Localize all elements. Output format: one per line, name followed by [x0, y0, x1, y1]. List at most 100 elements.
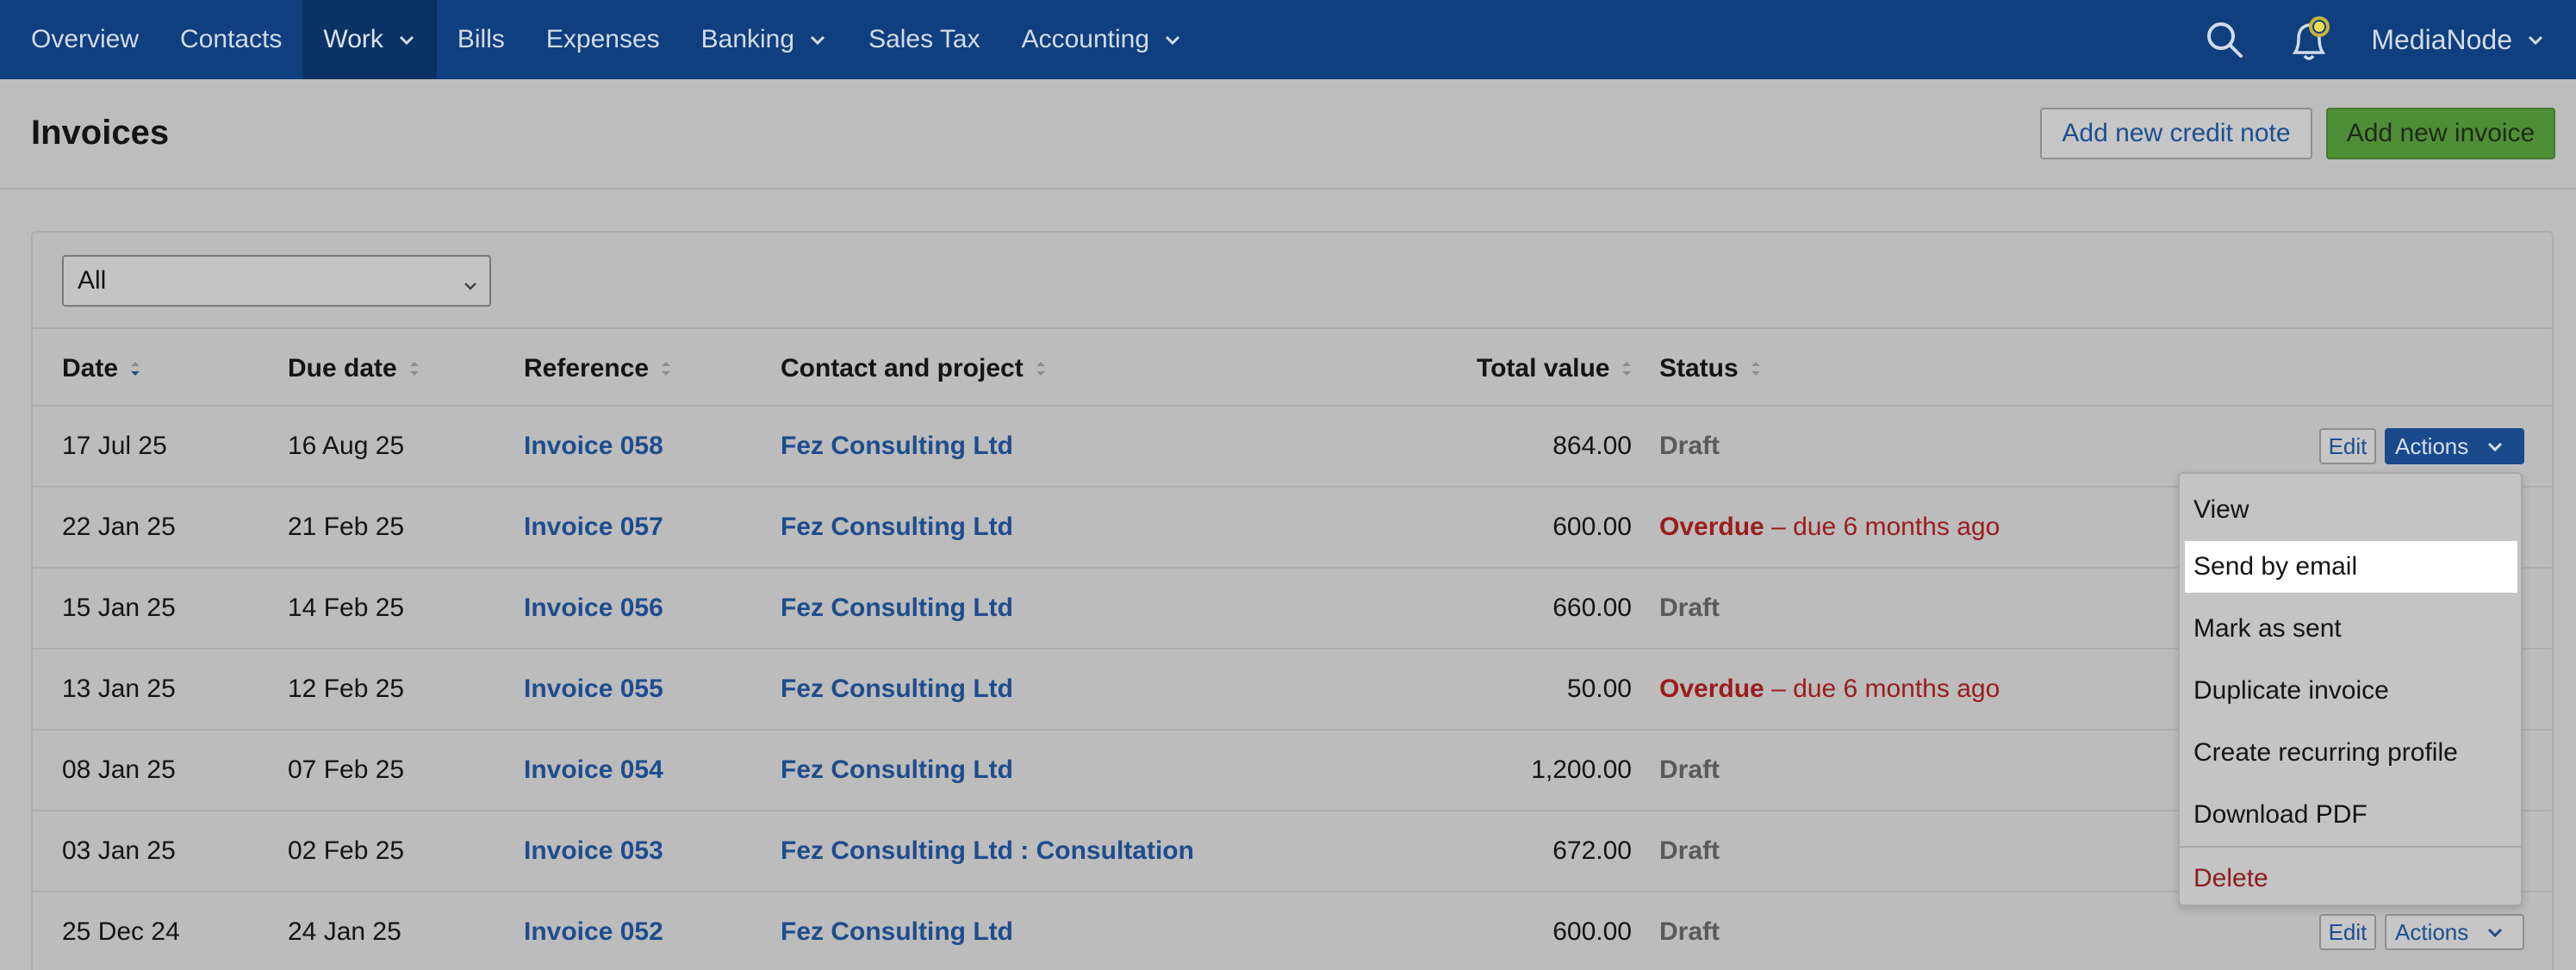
status-label: Overdue — [1659, 675, 1764, 703]
table-row: 13 Jan 25 12 Feb 25 Invoice 055 Fez Cons… — [33, 650, 2554, 731]
nav-accounting-label: Accounting — [1021, 25, 1150, 53]
contact-link[interactable]: Fez Consulting Ltd — [781, 594, 1013, 622]
row-total: 600.00 — [1552, 513, 1632, 541]
edit-button[interactable]: Edit — [2319, 428, 2376, 464]
menu-item-create-recurring-profile[interactable]: Create recurring profile — [2193, 738, 2458, 767]
status-label: Draft — [1659, 755, 1720, 784]
nav-bills[interactable]: Bills — [437, 0, 526, 79]
edit-button[interactable]: Edit — [2319, 914, 2376, 950]
row-due-date: 02 Feb 25 — [288, 836, 405, 865]
invoice-link[interactable]: Invoice 056 — [524, 594, 663, 622]
contact-link[interactable]: Fez Consulting Ltd — [781, 917, 1013, 946]
invoice-link[interactable]: Invoice 054 — [524, 755, 663, 784]
search-icon[interactable] — [2199, 14, 2250, 65]
col-reference-label: Reference — [524, 354, 650, 382]
table-header: Date Due date Reference Contact and proj… — [33, 327, 2554, 407]
nav-sales-tax[interactable]: Sales Tax — [848, 0, 1001, 79]
sort-icon — [408, 358, 421, 379]
nav-sales-tax-label: Sales Tax — [868, 25, 980, 53]
actions-button[interactable]: Actions — [2385, 914, 2524, 950]
chevron-down-icon — [462, 272, 479, 290]
add-invoice-button[interactable]: Add new invoice — [2326, 108, 2555, 159]
menu-item-download-pdf[interactable]: Download PDF — [2193, 800, 2368, 829]
invoice-link[interactable]: Invoice 055 — [524, 675, 663, 703]
row-due-date: 07 Feb 25 — [288, 755, 405, 784]
nav-banking[interactable]: Banking — [681, 0, 848, 79]
row-date: 17 Jul 25 — [62, 432, 167, 460]
nav-overview-label: Overview — [31, 25, 140, 53]
row-status: Draft — [1659, 407, 1720, 486]
row-due-date: 14 Feb 25 — [288, 594, 405, 622]
status-detail: – due 6 months ago — [1771, 675, 2000, 703]
row-due-date: 16 Aug 25 — [288, 432, 405, 460]
chevron-down-icon — [2486, 437, 2504, 456]
table-row: 25 Dec 24 24 Jan 25 Invoice 052 Fez Cons… — [33, 892, 2554, 970]
menu-divider — [2180, 846, 2521, 848]
table-row: 03 Jan 25 02 Feb 25 Invoice 053 Fez Cons… — [33, 811, 2554, 892]
nav-work-label: Work — [323, 25, 383, 53]
col-status-label: Status — [1659, 354, 1739, 382]
nav-overview[interactable]: Overview — [0, 0, 159, 79]
col-date[interactable]: Date — [62, 329, 142, 408]
invoice-link[interactable]: Invoice 052 — [524, 917, 663, 946]
nav-contacts[interactable]: Contacts — [159, 0, 302, 79]
row-due-date: 21 Feb 25 — [288, 513, 405, 541]
actions-button[interactable]: Actions — [2385, 428, 2524, 464]
status-label: Draft — [1659, 432, 1720, 460]
status-label: Overdue — [1659, 513, 1764, 541]
page-title: Invoices — [31, 114, 170, 152]
row-total: 660.00 — [1552, 594, 1632, 622]
invoices-panel: All Date Due date Reference Contact and … — [31, 231, 2554, 970]
contact-link[interactable]: Fez Consulting Ltd — [781, 755, 1013, 784]
contact-link[interactable]: Fez Consulting Ltd — [781, 432, 1013, 460]
status-label: Draft — [1659, 594, 1720, 622]
nav-right: MediaNode — [2199, 0, 2576, 79]
col-contact[interactable]: Contact and project — [781, 329, 1048, 408]
nav-expenses[interactable]: Expenses — [526, 0, 681, 79]
row-date: 13 Jan 25 — [62, 675, 176, 703]
bell-icon[interactable] — [2285, 14, 2336, 65]
row-date: 15 Jan 25 — [62, 594, 176, 622]
status-detail: – due 6 months ago — [1771, 513, 2000, 541]
col-reference[interactable]: Reference — [524, 329, 673, 408]
nav-work[interactable]: Work — [302, 0, 437, 79]
col-status[interactable]: Status — [1659, 329, 1763, 408]
row-date: 22 Jan 25 — [62, 513, 176, 541]
col-date-label: Date — [62, 354, 119, 382]
org-switcher[interactable]: MediaNode — [2371, 24, 2545, 56]
col-due-date[interactable]: Due date — [288, 329, 421, 408]
invoice-link[interactable]: Invoice 053 — [524, 836, 663, 865]
top-nav: Overview Contacts Work Bills Expenses Ba… — [0, 0, 2576, 79]
contact-link[interactable]: Fez Consulting Ltd : Consultation — [781, 836, 1194, 865]
sort-icon — [659, 358, 673, 379]
chevron-down-icon — [1163, 30, 1182, 49]
invoice-link[interactable]: Invoice 057 — [524, 513, 663, 541]
contact-link[interactable]: Fez Consulting Ltd — [781, 675, 1013, 703]
menu-item-duplicate-invoice[interactable]: Duplicate invoice — [2193, 676, 2389, 705]
row-due-date: 24 Jan 25 — [288, 917, 401, 946]
actions-menu: View Send by email Mark as sent Duplicat… — [2178, 472, 2523, 906]
sort-icon — [1749, 358, 1763, 379]
page-header: Invoices Add new credit note Add new inv… — [0, 79, 2576, 190]
col-contact-label: Contact and project — [781, 354, 1024, 382]
status-filter-value: All — [78, 266, 107, 295]
status-label: Draft — [1659, 836, 1720, 865]
contact-link[interactable]: Fez Consulting Ltd — [781, 513, 1013, 541]
row-status: Draft — [1659, 892, 1720, 970]
table-row: 08 Jan 25 07 Feb 25 Invoice 054 Fez Cons… — [33, 731, 2554, 811]
nav-accounting[interactable]: Accounting — [1001, 0, 1203, 79]
row-total: 50.00 — [1566, 675, 1632, 703]
row-due-date: 12 Feb 25 — [288, 675, 405, 703]
add-credit-note-button[interactable]: Add new credit note — [2040, 108, 2312, 159]
invoice-link[interactable]: Invoice 058 — [524, 432, 663, 460]
status-label: Draft — [1659, 917, 1720, 946]
menu-item-delete[interactable]: Delete — [2193, 864, 2268, 892]
menu-item-send-by-email[interactable]: Send by email — [2185, 541, 2517, 593]
status-filter-select[interactable]: All — [62, 255, 491, 307]
menu-item-mark-as-sent[interactable]: Mark as sent — [2193, 614, 2342, 643]
row-total: 864.00 — [1552, 432, 1632, 460]
actions-label: Actions — [2395, 432, 2469, 459]
menu-item-view[interactable]: View — [2193, 495, 2249, 524]
col-total[interactable]: Total value — [1477, 329, 1633, 408]
sort-desc-icon — [128, 358, 142, 379]
